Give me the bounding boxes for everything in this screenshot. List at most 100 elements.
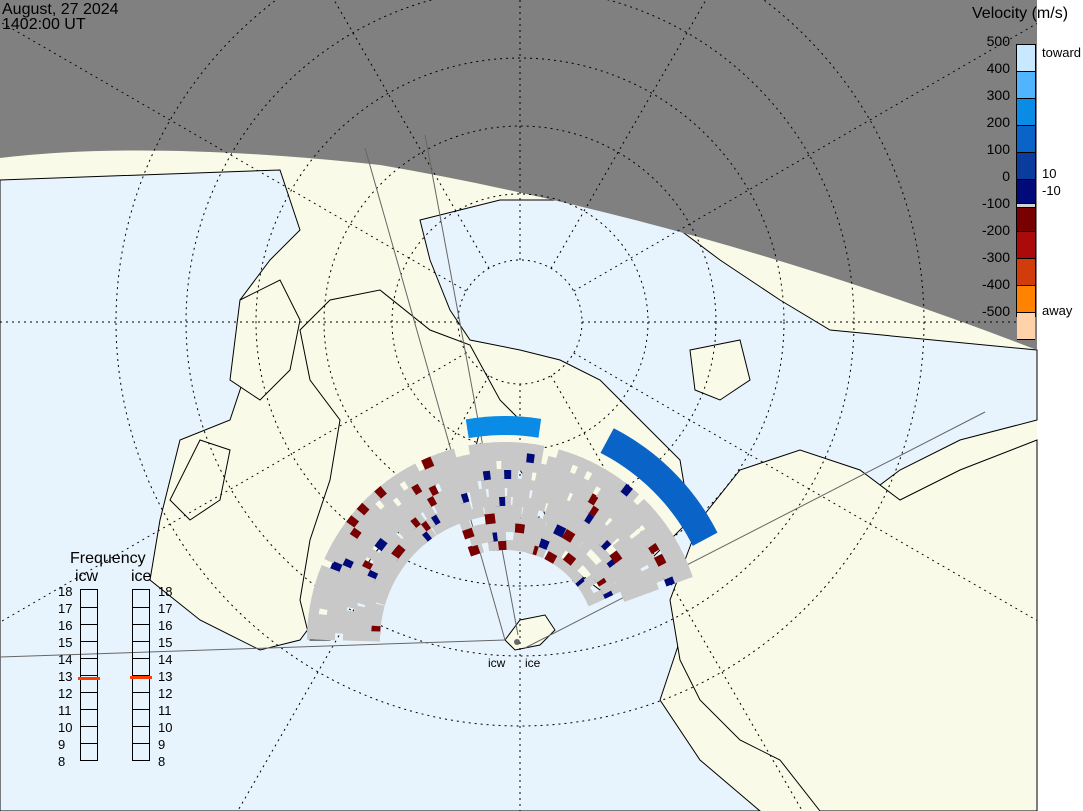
radar-cell — [703, 523, 718, 538]
colorbar-segment — [1017, 180, 1035, 204]
neg-threshold: -10 — [1042, 183, 1061, 198]
colorbar-segment — [1017, 72, 1035, 99]
radar-cell — [485, 425, 496, 436]
radar-cell — [500, 521, 511, 533]
radar-cell — [512, 531, 524, 543]
frequency-marker — [130, 675, 152, 679]
radar-cell — [360, 630, 372, 642]
colorbar-tick: 0 — [1002, 168, 1010, 184]
colorbar-tick: -500 — [981, 303, 1010, 319]
radar-cell — [520, 425, 531, 437]
colorbar-tick: -100 — [981, 195, 1010, 211]
radar-cell — [528, 426, 540, 438]
frequency-tick: 14 — [158, 652, 173, 667]
frequency-tick: 18 — [158, 584, 173, 599]
radar-cell — [480, 478, 492, 490]
radar-cell — [501, 441, 512, 453]
radar-cell — [511, 416, 523, 427]
colorbar-tick: 300 — [986, 87, 1010, 103]
colorbar-segment — [1017, 45, 1035, 72]
radar-cell — [375, 592, 388, 606]
frequency-tick: 16 — [58, 618, 73, 633]
freq-radar-icw: icw — [75, 568, 99, 585]
frequency-tick: 12 — [58, 686, 73, 701]
radar-label-icw: icw — [488, 656, 506, 670]
radar-cell — [520, 416, 532, 428]
radar-cell — [484, 513, 496, 525]
pos-threshold: 10 — [1042, 166, 1057, 181]
date-label: August, 27 2024 — [2, 1, 119, 18]
outer-boundary-line — [524, 411, 986, 649]
colorbar-segment — [1017, 208, 1035, 232]
colorbar-segment — [1017, 232, 1035, 259]
meridian-line — [550, 0, 707, 269]
colorbar-tick: 400 — [986, 60, 1010, 76]
canadian-islands — [169, 279, 301, 521]
radar-cell — [468, 443, 480, 456]
radar-cell — [636, 498, 651, 514]
radar-cell — [508, 450, 520, 462]
radar-cell — [346, 597, 359, 610]
frequency-tick: 18 — [58, 584, 73, 599]
radar-cell — [307, 612, 319, 625]
radar-cell — [552, 524, 567, 538]
radar-cell — [555, 449, 569, 462]
frequency-tick: 10 — [58, 720, 73, 735]
radar-cell — [608, 581, 623, 596]
radar-cell — [577, 540, 593, 555]
frequency-tick: 17 — [158, 601, 173, 616]
colorbar-tick: 500 — [986, 33, 1010, 49]
colorbar-segment — [1017, 286, 1035, 313]
radar-cell — [315, 629, 327, 641]
radar-cell — [506, 486, 518, 498]
time-label: 1402:00 UT — [2, 16, 86, 33]
radar-cell — [493, 424, 505, 436]
radar-cell — [511, 425, 522, 436]
meridian-line — [573, 23, 1038, 292]
frequency-tick: 9 — [58, 737, 66, 752]
radar-cell — [502, 415, 514, 427]
radar-cell — [561, 528, 576, 543]
radar-cell — [519, 514, 532, 526]
radar-cell — [543, 520, 557, 534]
radar-cell — [525, 533, 538, 546]
colorbar-title: Velocity (m/s) — [972, 5, 1069, 22]
radar-cell — [476, 425, 488, 437]
meridian-line — [573, 352, 1038, 621]
radar-cell — [531, 525, 545, 539]
meridian-line — [333, 0, 490, 269]
radar-cells — [306, 415, 718, 642]
radar-cell — [324, 549, 338, 564]
radar-cell — [493, 441, 504, 453]
radar-label-ice: ice — [525, 656, 541, 670]
radar-cell — [490, 521, 502, 533]
radar-cell — [521, 469, 533, 482]
colorbar-segment — [1017, 99, 1035, 126]
frequency-tick: 16 — [158, 618, 173, 633]
radar-cell — [469, 489, 482, 501]
radar-cell — [369, 631, 381, 642]
radar-cell — [484, 442, 496, 453]
radar-cell — [351, 630, 363, 642]
scandinavia — [669, 439, 1038, 811]
radar-cell — [699, 515, 713, 529]
radar-site-icw — [514, 639, 520, 645]
radar-cell — [342, 630, 354, 641]
radar-cell — [484, 416, 496, 427]
latitude-circle — [255, 57, 785, 587]
frequency-tick: 11 — [58, 703, 72, 718]
frequency-title: Frequency — [70, 550, 146, 567]
radar-cell — [570, 534, 585, 549]
away-label: away — [1042, 303, 1073, 318]
frequency-tick: 15 — [158, 635, 173, 650]
radar-cell — [502, 424, 514, 436]
radar-cell — [318, 598, 331, 611]
radar-cell — [595, 559, 610, 574]
frequency-tick: 13 — [158, 669, 173, 684]
radar-cell — [517, 442, 528, 454]
frequency-tick: 8 — [58, 754, 66, 769]
velocity-colorbar — [1016, 44, 1036, 340]
radar-cell — [529, 417, 542, 429]
colorbar-tick: 100 — [986, 141, 1010, 157]
radar-cell — [501, 459, 512, 471]
